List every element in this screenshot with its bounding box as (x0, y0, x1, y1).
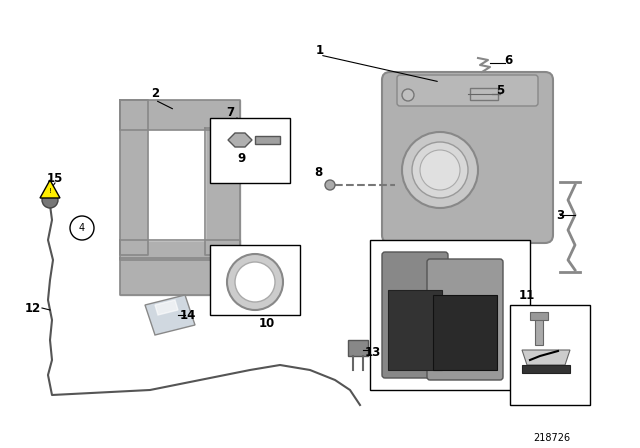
Circle shape (42, 192, 58, 208)
Text: 218726: 218726 (533, 433, 571, 443)
Circle shape (420, 150, 460, 190)
Text: 6: 6 (504, 53, 512, 66)
Text: 5: 5 (496, 83, 504, 96)
Polygon shape (155, 300, 178, 315)
FancyBboxPatch shape (382, 252, 448, 378)
FancyBboxPatch shape (382, 72, 553, 243)
Bar (210, 118, 290, 183)
Bar (370, 240, 530, 390)
Text: 7: 7 (226, 105, 234, 119)
Polygon shape (120, 100, 240, 130)
FancyBboxPatch shape (397, 75, 538, 106)
Circle shape (235, 262, 275, 302)
Text: 14: 14 (180, 309, 196, 322)
Polygon shape (148, 130, 205, 240)
Bar (348, 340, 368, 356)
Bar (388, 290, 442, 370)
Bar (535, 315, 543, 345)
FancyBboxPatch shape (427, 259, 503, 380)
Text: 10: 10 (259, 316, 275, 329)
Text: 9: 9 (238, 151, 246, 164)
Text: 4: 4 (79, 223, 85, 233)
Polygon shape (145, 295, 195, 335)
Bar (530, 312, 548, 320)
Polygon shape (120, 100, 148, 255)
Text: 13: 13 (365, 345, 381, 358)
Text: 11: 11 (519, 289, 535, 302)
Circle shape (227, 254, 283, 310)
Polygon shape (228, 133, 252, 147)
Text: 1: 1 (316, 43, 324, 56)
Polygon shape (120, 240, 240, 260)
Circle shape (402, 132, 478, 208)
Text: !: ! (49, 188, 51, 194)
Text: 12: 12 (25, 302, 41, 314)
Polygon shape (40, 180, 60, 198)
Bar (433, 295, 497, 370)
Text: 3: 3 (556, 208, 564, 221)
Bar (470, 88, 498, 100)
Circle shape (70, 216, 94, 240)
Text: 15: 15 (47, 172, 63, 185)
Circle shape (412, 142, 468, 198)
Bar (255, 136, 280, 144)
Circle shape (325, 180, 335, 190)
Text: 2: 2 (151, 86, 159, 99)
Bar (522, 365, 570, 373)
Bar (210, 245, 300, 315)
Polygon shape (522, 350, 570, 365)
Polygon shape (120, 258, 240, 295)
Bar (510, 305, 590, 405)
Circle shape (402, 89, 414, 101)
Polygon shape (205, 128, 240, 255)
Text: 8: 8 (314, 165, 322, 178)
